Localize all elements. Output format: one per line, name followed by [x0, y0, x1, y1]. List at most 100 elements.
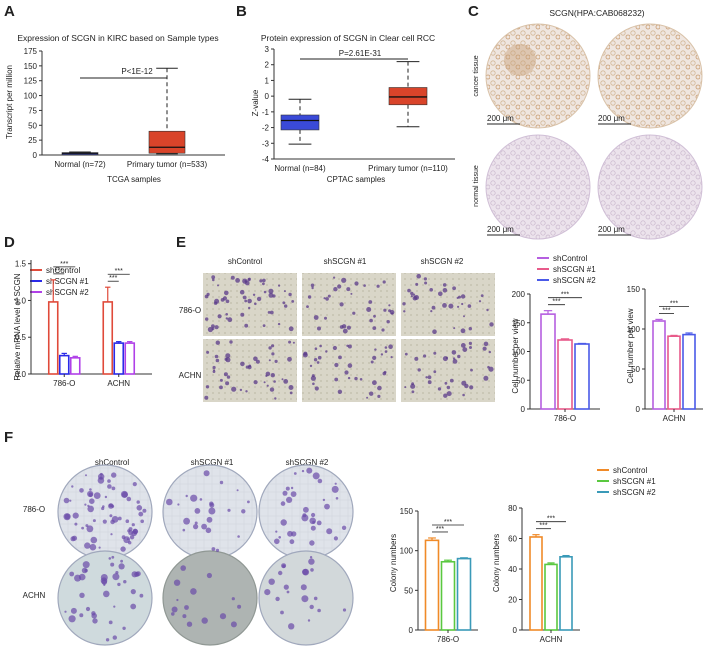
colony [316, 520, 322, 526]
stained-cell [288, 326, 294, 332]
y-tick-label: 0 [409, 626, 414, 635]
stained-cell [205, 385, 210, 389]
stained-cell [268, 288, 274, 294]
colony [98, 546, 101, 549]
stained-cell [325, 350, 328, 353]
y-tick-label: 0 [265, 92, 270, 101]
chart-b-xlabel: CPTAC samples [327, 175, 386, 184]
y-tick-label: 100 [627, 325, 641, 334]
x-tick-label: ACHN [107, 379, 130, 388]
colony [79, 613, 84, 618]
chart-b-pvalue: P=2.61E-31 [339, 49, 382, 58]
colony [108, 503, 114, 509]
stained-cell [214, 325, 219, 330]
stained-cell [377, 385, 382, 391]
stained-cell [219, 378, 223, 382]
stained-cell [388, 304, 391, 307]
colony [185, 494, 188, 498]
panel-f-col-2: shSCGN #1 [191, 458, 234, 467]
y-tick-label: 75 [28, 106, 37, 115]
colony [177, 503, 180, 506]
colony [132, 482, 137, 487]
transwell-786o-shscgn2 [401, 273, 495, 336]
colony [68, 615, 76, 623]
stained-cell [281, 378, 284, 381]
colony [92, 618, 98, 624]
box [148, 130, 186, 154]
stained-cell [423, 277, 427, 281]
colony [334, 482, 337, 485]
stained-cell [222, 296, 227, 301]
stained-cell [278, 284, 281, 287]
stained-cell [263, 381, 266, 384]
stained-cell [383, 308, 387, 312]
stained-cell [442, 288, 448, 293]
stained-cell [359, 378, 363, 381]
stained-cell [267, 311, 271, 314]
colony [289, 539, 295, 545]
colony [100, 574, 108, 581]
stained-cell [266, 384, 269, 387]
legend-e-shscgn2: shSCGN #2 [553, 276, 596, 285]
y-tick-label: 40 [508, 565, 517, 574]
colony [282, 490, 288, 496]
chart-a-pvalue: P<1E-12 [121, 67, 153, 76]
colony [84, 542, 91, 549]
colony [312, 472, 320, 480]
stained-cell [410, 295, 413, 298]
stained-cell [437, 387, 442, 391]
stained-cell [442, 283, 447, 287]
y-tick-label: 50 [516, 376, 525, 385]
colony [105, 638, 110, 642]
colony [82, 561, 90, 569]
colony [293, 472, 297, 475]
plate-786o-shcontrol [57, 464, 153, 560]
ihc-cancer-image-2 [597, 23, 703, 129]
stained-cell [334, 362, 339, 368]
colony [70, 536, 76, 542]
colony [136, 505, 143, 511]
stained-cell [382, 371, 387, 376]
colony [120, 490, 128, 498]
stained-cell [313, 358, 318, 362]
stained-cell [377, 394, 381, 398]
colony [302, 568, 310, 576]
colony [313, 596, 318, 601]
colony [301, 469, 305, 473]
colony [103, 590, 110, 598]
colony [307, 619, 311, 622]
chart-f1-ylabel: Colony numbers [389, 534, 398, 592]
colony [72, 512, 79, 519]
stained-cell [314, 347, 318, 351]
stained-cell [207, 326, 213, 333]
colony [171, 612, 175, 616]
stained-cell [211, 327, 215, 331]
stained-cell [240, 312, 245, 317]
stained-cell [239, 388, 243, 392]
colony [310, 568, 314, 572]
stained-cell [333, 287, 338, 292]
colony [331, 485, 339, 493]
stained-cell [372, 380, 377, 386]
stained-cell [327, 294, 331, 298]
x-tick-label: Primary tumor (n=533) [127, 160, 208, 169]
stained-cell [460, 328, 466, 334]
colony [100, 472, 103, 476]
stained-cell [488, 366, 494, 372]
stained-cell [282, 301, 286, 305]
stained-cell [219, 385, 223, 390]
stained-cell [225, 357, 231, 363]
bar-shscgn-2 [559, 555, 573, 631]
stained-cell [271, 352, 275, 356]
stained-cell [270, 373, 275, 378]
colony [131, 571, 138, 578]
colony [183, 517, 191, 525]
colony [89, 498, 95, 505]
stained-cell [438, 291, 443, 297]
stained-cell [231, 386, 237, 392]
stained-cell [486, 308, 489, 312]
x-tick-label: 786-O [554, 414, 576, 423]
stained-cell [274, 397, 277, 400]
colony [300, 584, 307, 591]
stained-cell [274, 359, 278, 363]
